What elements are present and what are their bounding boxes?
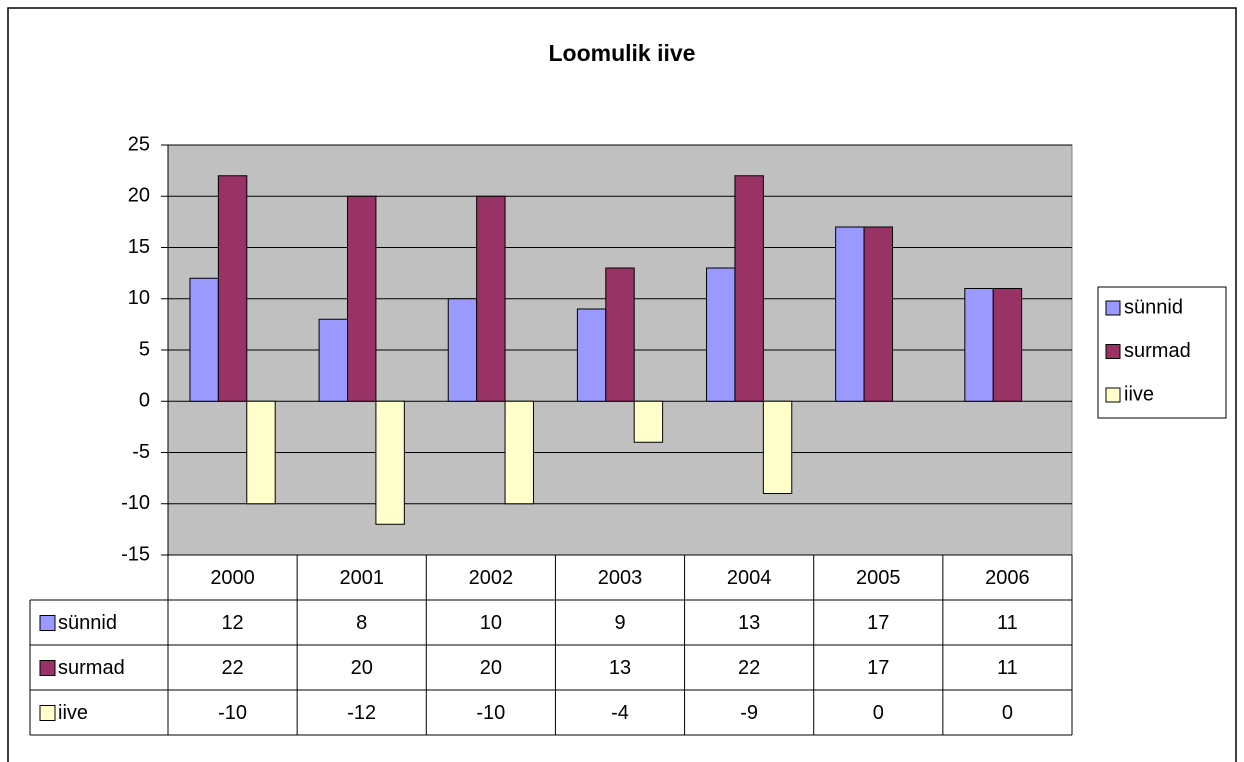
bar <box>375 400 405 525</box>
table-swatch <box>39 660 56 676</box>
y-tick-label: 20 <box>128 185 150 207</box>
bar <box>476 195 506 402</box>
bar <box>318 318 349 402</box>
table-value: 0 <box>1002 702 1013 724</box>
bar <box>992 288 1023 402</box>
x-tick-label: 2002 <box>469 567 514 589</box>
bar <box>347 195 377 402</box>
legend-swatch <box>1105 387 1121 403</box>
y-tick-label: -5 <box>132 441 150 463</box>
bar <box>605 267 635 402</box>
table-value: 22 <box>738 657 760 679</box>
table-value: 12 <box>221 612 243 634</box>
chart-title: Loomulik iive <box>549 40 696 66</box>
table-value: -10 <box>476 702 505 724</box>
legend-label: sünnid <box>1124 296 1183 318</box>
table-swatch <box>39 615 56 631</box>
table-value: -12 <box>347 702 376 724</box>
bar <box>504 400 534 505</box>
y-tick-label: 0 <box>139 390 150 412</box>
legend-swatch <box>1105 300 1121 316</box>
legend-swatch <box>1105 344 1121 359</box>
y-tick-label: 15 <box>128 236 150 258</box>
table-value: 10 <box>480 612 502 634</box>
legend-label: surmad <box>1124 340 1191 362</box>
x-tick-label: 2004 <box>727 567 772 589</box>
table-value: 8 <box>356 612 367 634</box>
x-tick-label: 2001 <box>339 567 384 589</box>
table-value: 22 <box>221 657 243 679</box>
bar <box>734 175 764 402</box>
table-swatch <box>39 705 56 721</box>
x-tick-label: 2006 <box>985 567 1030 589</box>
table-value: 11 <box>997 612 1018 634</box>
table-value: 9 <box>614 612 625 634</box>
table-value: -10 <box>218 702 247 724</box>
x-tick-label: 2003 <box>598 567 643 589</box>
bar <box>835 226 865 402</box>
table-value: 13 <box>738 612 760 634</box>
bar <box>576 308 607 402</box>
table-row-label: iive <box>58 702 88 724</box>
table-value: 11 <box>997 657 1018 679</box>
y-tick-label: -10 <box>121 492 150 514</box>
table-value: 20 <box>480 657 502 679</box>
bar <box>762 400 793 494</box>
table-row-label: sünnid <box>58 612 117 634</box>
chart-border <box>7 7 1237 762</box>
bar <box>964 288 994 402</box>
y-tick-label: 5 <box>139 338 150 360</box>
legend-label: iive <box>1124 383 1154 405</box>
table-value: -4 <box>611 702 629 724</box>
bar <box>217 175 248 402</box>
bar <box>706 267 736 402</box>
table-value: 0 <box>873 702 884 724</box>
table-value: 20 <box>351 657 373 679</box>
x-tick-label: 2000 <box>210 567 255 589</box>
y-tick-label: 10 <box>128 287 150 309</box>
table-value: 17 <box>867 612 889 634</box>
y-tick-label: 25 <box>128 133 150 155</box>
table-row-label: surmad <box>58 657 125 679</box>
table-value: -9 <box>740 702 758 724</box>
bar <box>189 277 219 402</box>
table-value: 17 <box>867 657 889 679</box>
y-tick-label: -15 <box>121 543 150 565</box>
bar <box>447 298 478 402</box>
x-tick-label: 2005 <box>856 567 901 589</box>
bar <box>246 400 276 505</box>
bar <box>633 400 664 443</box>
bar <box>863 226 893 402</box>
table-value: 13 <box>609 657 631 679</box>
